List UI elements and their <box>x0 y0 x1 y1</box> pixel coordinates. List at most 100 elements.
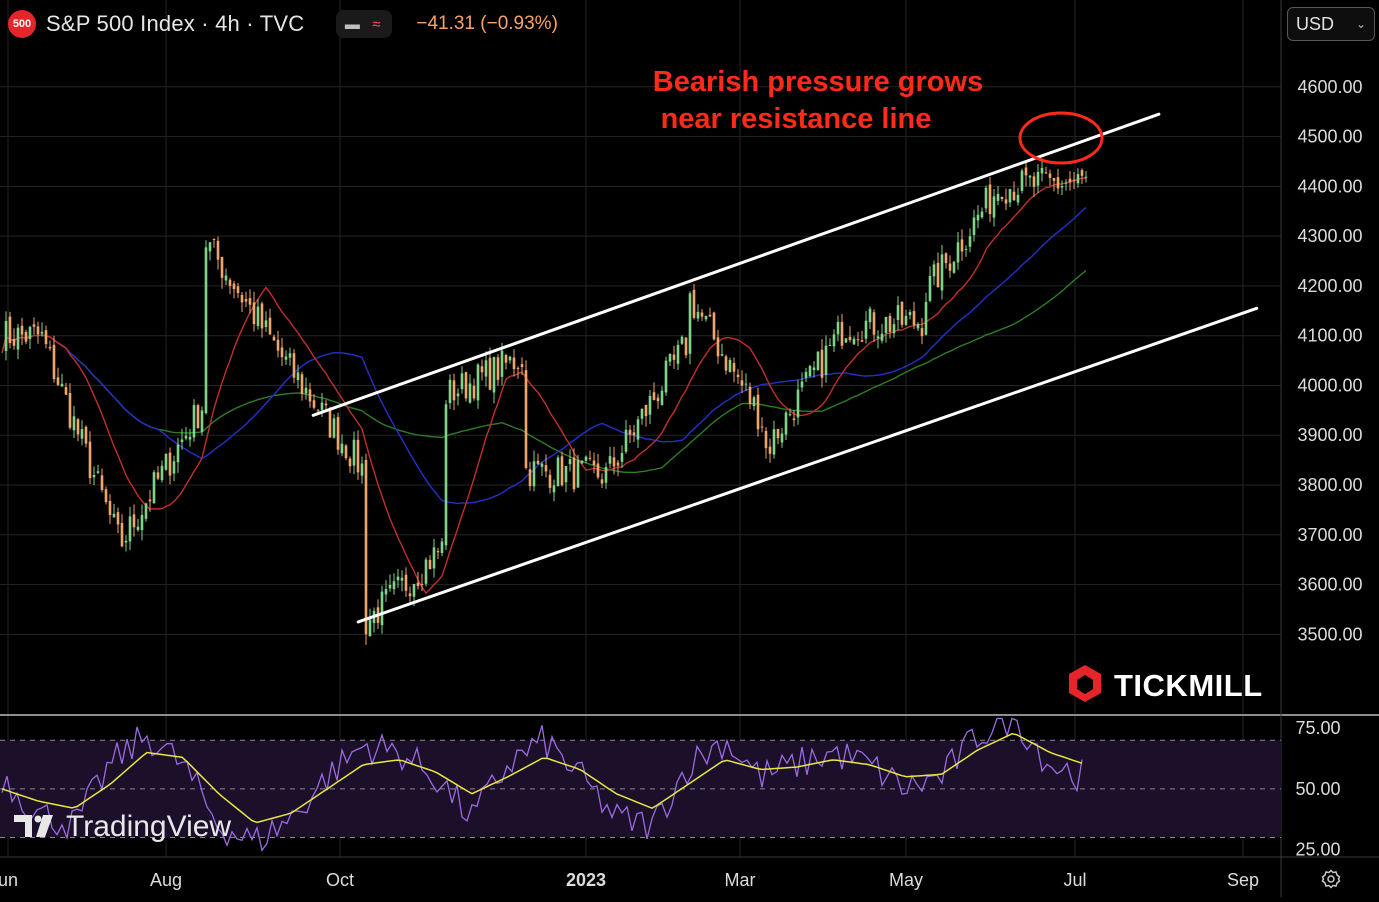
candle-body <box>788 414 792 416</box>
candle-body <box>528 469 532 487</box>
candle-body <box>700 312 704 317</box>
candle-body <box>1072 179 1076 181</box>
candle-body <box>216 240 220 260</box>
candle-body <box>60 383 64 387</box>
settings-button[interactable] <box>1316 866 1346 892</box>
chart-header: 500 S&P 500 Index · 4h · TVC ▬ ≈ −41.31 … <box>8 8 558 40</box>
candle-body <box>256 306 260 327</box>
candle-body <box>1012 191 1016 201</box>
candle-body <box>116 512 120 525</box>
price-axis-label: 4300.00 <box>1297 226 1362 246</box>
resistance-line[interactable] <box>311 112 1161 417</box>
candle-body <box>980 211 984 218</box>
candle-body <box>404 574 408 591</box>
candle-body <box>232 283 236 290</box>
time-axis-label: Mar <box>725 870 756 890</box>
candle-body <box>124 540 128 543</box>
candle-body <box>80 429 84 439</box>
candle-body <box>844 338 848 343</box>
candle-body <box>1004 199 1008 204</box>
candle-body <box>424 559 428 584</box>
candle-body <box>688 293 692 354</box>
candle-body <box>128 516 132 542</box>
candle-body <box>1024 167 1028 176</box>
candle-body <box>196 405 200 429</box>
price-change: −41.31 (−0.93%) <box>416 13 558 34</box>
candle-body <box>416 582 420 587</box>
candle-body <box>712 312 716 340</box>
candle-body <box>348 458 352 467</box>
time-axis-label: Sep <box>1227 870 1259 890</box>
symbol-title[interactable]: S&P 500 Index · 4h · TVC <box>46 11 305 36</box>
candle-body <box>600 479 604 484</box>
candle-body <box>12 338 16 346</box>
candle-body <box>696 311 700 319</box>
candle-body <box>596 463 600 478</box>
candle-body <box>104 489 108 503</box>
candle-body <box>368 619 372 637</box>
candle-body <box>184 435 188 439</box>
candle-body <box>88 441 92 479</box>
candle-body <box>644 404 648 417</box>
candle-body <box>640 408 644 419</box>
candle-body <box>1068 178 1072 183</box>
candle-body <box>984 187 988 209</box>
candle-body <box>284 356 288 360</box>
candle-body <box>300 374 304 394</box>
candle-body <box>668 353 672 362</box>
candle-body <box>408 593 412 597</box>
wave-icon[interactable]: ≈ <box>372 15 381 33</box>
candle-body <box>540 463 544 467</box>
annotation-text-line1: Bearish pressure grows <box>653 66 983 98</box>
candle-body <box>312 400 316 408</box>
rsi-ma-line <box>1 733 1083 824</box>
indicator-toggle[interactable]: ▬ ≈ <box>336 10 393 38</box>
candle-body <box>320 402 324 410</box>
candle-body <box>836 322 840 335</box>
candle-body <box>560 456 564 486</box>
candle-body <box>736 374 740 377</box>
candle-body <box>684 337 688 356</box>
candle-body <box>180 439 184 443</box>
candle-body <box>608 456 612 464</box>
candle-body <box>896 305 900 320</box>
price-axis-label: 4500.00 <box>1297 127 1362 147</box>
candle-body <box>420 583 424 585</box>
candle-body <box>444 404 448 546</box>
candle-body <box>460 373 464 390</box>
candle-body <box>68 392 72 428</box>
candle-body <box>924 301 928 335</box>
support-line[interactable] <box>356 306 1259 624</box>
candle-body <box>468 383 472 403</box>
candle-body <box>172 461 176 474</box>
candle-body <box>868 308 872 323</box>
candle-body <box>392 581 396 590</box>
candle-body <box>452 380 456 401</box>
candle-body <box>340 443 344 454</box>
candle-body <box>832 334 836 347</box>
candle-body <box>784 412 788 435</box>
candle-body <box>580 460 584 464</box>
candle-body <box>900 301 904 325</box>
candle-body <box>792 418 796 421</box>
candle-body <box>620 453 624 462</box>
candle-body <box>272 336 276 341</box>
candle-body <box>872 312 876 335</box>
candle-body <box>588 457 592 459</box>
minus-icon[interactable]: ▬ <box>344 15 360 33</box>
candle-body <box>24 331 28 342</box>
symbol-badge[interactable]: 500 <box>8 10 36 38</box>
currency-select[interactable]: USD ⌄ <box>1287 7 1375 41</box>
candle-body <box>716 337 720 357</box>
time-axis-label: 2023 <box>566 870 606 890</box>
candle-body <box>672 354 676 360</box>
candle-body <box>944 253 948 264</box>
candle-body <box>200 410 204 432</box>
candle-body <box>1060 186 1064 188</box>
candle-body <box>364 459 368 635</box>
candle-body <box>472 385 476 399</box>
candle-body <box>428 559 432 570</box>
candle-body <box>268 317 272 335</box>
candle-body <box>880 333 884 341</box>
